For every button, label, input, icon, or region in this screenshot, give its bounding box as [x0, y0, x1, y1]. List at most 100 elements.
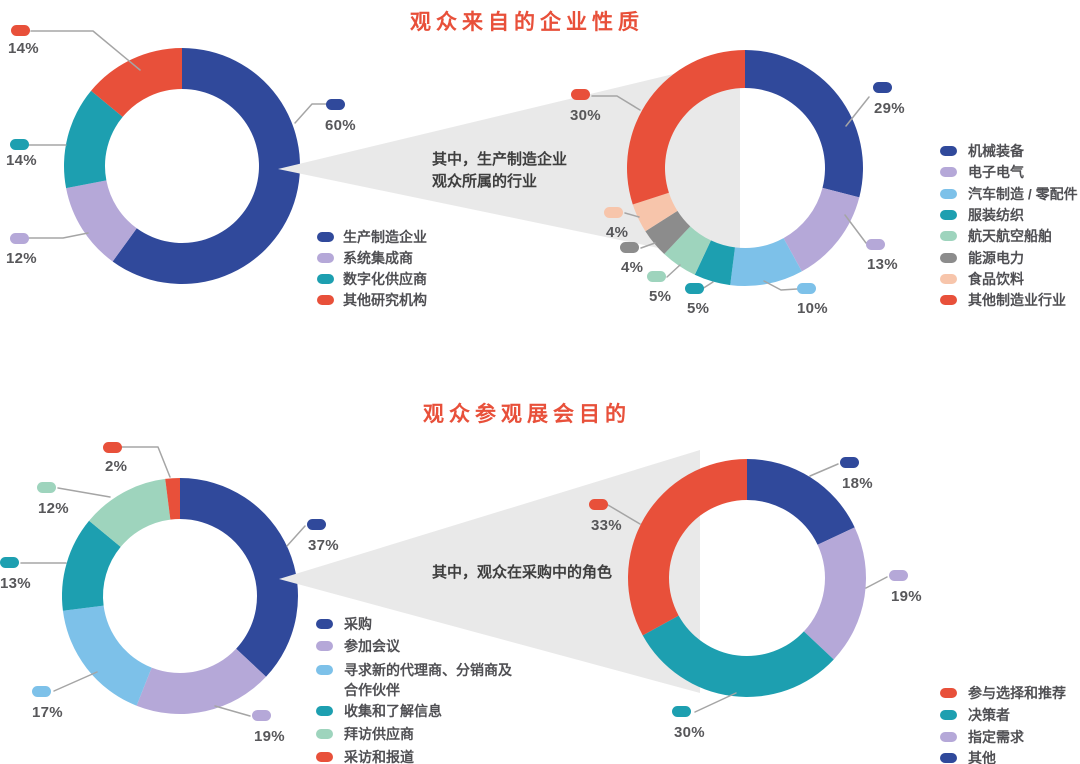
section2-callout-line1: 其中，观众在采购中的角色 — [432, 564, 613, 581]
manufacturing-visitor-industry-percent-label-7: 30% — [570, 107, 601, 124]
purchase-role-percent-label-0: 18% — [842, 475, 873, 492]
enterprise-nature-donut — [64, 48, 300, 284]
visit-purpose-legend-swatch-4 — [316, 729, 333, 739]
manufacturing-visitor-industry-legend-label-7: 其他制造业行业 — [968, 292, 1066, 308]
purchase-role-percent-pill-3 — [589, 499, 608, 510]
manufacturing-visitor-industry-legend-label-2: 汽车制造 / 零配件 — [968, 186, 1078, 202]
purchase-role-slice-2 — [642, 615, 834, 697]
visit-purpose-donut — [62, 478, 299, 714]
manufacturing-visitor-industry-connector-7 — [591, 95, 641, 111]
manufacturing-visitor-industry-connector-2 — [763, 280, 798, 291]
manufacturing-visitor-industry-slice-2 — [730, 238, 802, 286]
visit-purpose-legend-label-4: 拜访供应商 — [344, 726, 414, 742]
manufacturing-visitor-industry-slice-0 — [745, 50, 863, 198]
purchase-role-percent-pill-0 — [840, 457, 859, 468]
enterprise-nature-percent-label-0: 60% — [325, 117, 356, 134]
manufacturing-visitor-industry-connector-5 — [640, 242, 656, 249]
purchase-role-legend-label-3: 其他 — [968, 750, 996, 764]
manufacturing-visitor-industry-connector-1 — [844, 214, 867, 244]
purchase-role-legend-swatch-1 — [940, 710, 957, 720]
manufacturing-visitor-industry-slice-6 — [632, 192, 678, 232]
visit-purpose-legend-swatch-0 — [316, 619, 333, 629]
manufacturing-visitor-industry-legend-label-6: 食品饮料 — [968, 271, 1024, 287]
enterprise-nature-percent-pill-2 — [10, 139, 29, 150]
visit-purpose-percent-label-4: 12% — [38, 500, 69, 517]
visit-purpose-percent-label-2: 17% — [32, 704, 63, 721]
purchase-role-slice-1 — [803, 527, 867, 660]
visit-purpose-legend-swatch-2 — [316, 665, 333, 675]
manufacturing-visitor-industry-legend-label-3: 服装纺织 — [968, 207, 1024, 223]
manufacturing-visitor-industry-percent-label-6: 4% — [606, 224, 629, 241]
enterprise-nature-connector-3 — [30, 30, 141, 71]
purchase-role-slice-3 — [628, 459, 747, 636]
manufacturing-visitor-industry-legend-swatch-5 — [940, 253, 957, 263]
enterprise-nature-legend-label-3: 其他研究机构 — [343, 292, 427, 308]
manufacturing-visitor-industry-percent-pill-1 — [866, 239, 885, 250]
manufacturing-visitor-industry-percent-label-1: 13% — [867, 256, 898, 273]
manufacturing-visitor-industry-donut — [627, 50, 863, 286]
visit-purpose-legend-label-0: 采购 — [344, 616, 372, 632]
manufacturing-visitor-industry-percent-pill-4 — [647, 271, 666, 282]
purchase-role-connector-0 — [809, 463, 839, 477]
enterprise-nature-percent-label-1: 12% — [6, 250, 37, 267]
manufacturing-visitor-industry-slice-5 — [645, 210, 691, 255]
purchase-role-percent-label-2: 30% — [674, 724, 705, 741]
enterprise-nature-legend-swatch-0 — [317, 232, 334, 242]
visit-purpose-legend-label-1: 参加会议 — [344, 638, 400, 654]
manufacturing-visitor-industry-legend-swatch-0 — [940, 146, 957, 156]
visit-purpose-connector-2 — [53, 671, 98, 692]
manufacturing-visitor-industry-legend-swatch-4 — [940, 231, 957, 241]
enterprise-nature-slice-1 — [66, 180, 137, 262]
callout-funnel-2 — [279, 450, 700, 693]
visit-purpose-legend-swatch-5 — [316, 752, 333, 762]
section1-callout: 其中，生产制造企业 观众所属的行业 — [432, 149, 567, 193]
manufacturing-visitor-industry-legend-swatch-6 — [940, 274, 957, 284]
visit-purpose-legend-label-5: 采访和报道 — [344, 749, 414, 764]
enterprise-nature-percent-pill-3 — [11, 25, 30, 36]
manufacturing-visitor-industry-legend-swatch-1 — [940, 167, 957, 177]
visit-purpose-slice-1 — [136, 648, 267, 714]
manufacturing-visitor-industry-legend-label-4: 航天航空船舶 — [968, 228, 1052, 244]
enterprise-nature-legend-swatch-2 — [317, 274, 334, 284]
purchase-role-connector-2 — [694, 692, 737, 713]
enterprise-nature-slice-2 — [64, 90, 123, 189]
manufacturing-visitor-industry-percent-pill-6 — [604, 207, 623, 218]
purchase-role-slice-0 — [747, 459, 855, 545]
manufacturing-visitor-industry-slice-7 — [627, 50, 745, 205]
purchase-role-legend-swatch-0 — [940, 688, 957, 698]
visit-purpose-percent-label-0: 37% — [308, 537, 339, 554]
visit-purpose-slice-5 — [165, 478, 180, 520]
manufacturing-visitor-industry-percent-label-4: 5% — [649, 288, 672, 305]
visit-purpose-connector-4 — [57, 487, 111, 498]
visit-purpose-slice-4 — [89, 478, 171, 547]
visit-purpose-legend-swatch-3 — [316, 706, 333, 716]
manufacturing-visitor-industry-legend-label-5: 能源电力 — [968, 250, 1024, 266]
visit-purpose-slice-3 — [62, 520, 121, 611]
manufacturing-visitor-industry-percent-label-5: 4% — [621, 259, 644, 276]
section1-callout-line1: 其中，生产制造企业 — [432, 151, 568, 168]
manufacturing-visitor-industry-legend-swatch-3 — [940, 210, 957, 220]
enterprise-nature-slice-3 — [91, 48, 182, 117]
enterprise-nature-legend-label-1: 系统集成商 — [343, 250, 413, 266]
section1-callout-line2: 观众所属的行业 — [432, 173, 538, 190]
manufacturing-visitor-industry-connector-0 — [845, 96, 870, 127]
purchase-role-percent-pill-1 — [889, 570, 908, 581]
purchase-role-connector-1 — [865, 576, 888, 589]
visit-purpose-percent-pill-0 — [307, 519, 326, 530]
visit-purpose-connector-1 — [214, 705, 251, 717]
manufacturing-visitor-industry-slice-1 — [783, 187, 860, 272]
manufacturing-visitor-industry-legend-label-1: 电子电气 — [968, 164, 1024, 180]
enterprise-nature-legend-swatch-3 — [317, 295, 334, 305]
manufacturing-visitor-industry-slice-3 — [694, 240, 735, 286]
enterprise-nature-connector-0 — [294, 103, 327, 124]
enterprise-nature-legend-label-0: 生产制造企业 — [343, 229, 427, 245]
enterprise-nature-percent-label-2: 14% — [6, 152, 37, 169]
visit-purpose-percent-pill-2 — [32, 686, 51, 697]
visit-purpose-legend-label-2: 寻求新的代理商、分销商及 合作伙伴 — [344, 662, 512, 698]
visit-purpose-percent-label-5: 2% — [105, 458, 128, 475]
purchase-role-legend-label-2: 指定需求 — [968, 729, 1024, 745]
enterprise-nature-percent-label-3: 14% — [8, 40, 39, 57]
visit-purpose-legend-swatch-1 — [316, 641, 333, 651]
